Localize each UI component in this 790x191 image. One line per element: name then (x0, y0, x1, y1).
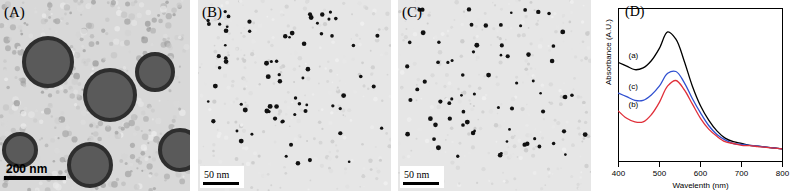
svg-text:(B): (B) (202, 4, 222, 21)
svg-text:Absorbance (A.U.): Absorbance (A.U.) (604, 19, 613, 85)
svg-text:500: 500 (653, 169, 667, 178)
svg-text:(a): (a) (629, 51, 639, 60)
svg-text:(c): (c) (629, 82, 639, 91)
svg-text:Wavelenth (nm): Wavelenth (nm) (672, 181, 729, 190)
svg-text:50 nm: 50 nm (204, 169, 230, 180)
svg-text:(C): (C) (402, 4, 422, 21)
svg-text:800: 800 (776, 169, 790, 178)
svg-text:600: 600 (694, 169, 708, 178)
html-text:(D): (D) (625, 4, 645, 19)
svg-text:50 nm: 50 nm (404, 169, 430, 180)
svg-text:400: 400 (612, 169, 626, 178)
svg-text:(A): (A) (4, 4, 25, 21)
svg-text:700: 700 (735, 169, 749, 178)
svg-text:(b): (b) (629, 100, 639, 109)
svg-text:200 nm: 200 nm (6, 162, 47, 176)
